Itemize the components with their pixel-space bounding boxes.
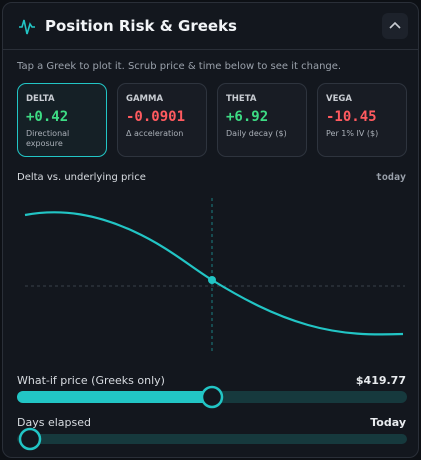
- greek-label: VEGA: [326, 94, 352, 104]
- greek-description: Daily decay ($): [226, 129, 287, 138]
- days-knob[interactable]: [18, 427, 42, 451]
- greek-card[interactable]: VEGA -10.45 Per 1% IV ($): [317, 83, 407, 157]
- greek-card[interactable]: GAMMA -0.0901 Δ acceleration: [117, 83, 207, 157]
- greek-description: Directional exposure: [26, 129, 70, 148]
- header: Position Risk & Greeks: [3, 3, 418, 50]
- plot: [17, 198, 407, 451]
- collapse-button[interactable]: [382, 13, 408, 39]
- slider-label: Days elapsed: [17, 416, 91, 429]
- slider-value: Today: [370, 416, 406, 429]
- title: Position Risk & Greeks: [45, 17, 237, 35]
- greek-value: +0.42: [26, 109, 69, 125]
- subtitle: Tap a Greek to plot it. Scrub price & ti…: [17, 61, 342, 72]
- days-track[interactable]: [17, 434, 407, 444]
- current-point: [208, 276, 216, 284]
- greek-label: DELTA: [26, 94, 55, 104]
- plot-title: Delta vs. underlying price: [17, 172, 146, 183]
- price-fill: [17, 391, 212, 403]
- greek-card[interactable]: THETA +6.92 Daily decay ($): [217, 83, 307, 157]
- greek-value: -0.0901: [126, 109, 186, 125]
- greek-description: Per 1% IV ($): [326, 129, 379, 138]
- delta-curve: [24, 211, 404, 336]
- greek-value: -10.45: [326, 109, 377, 125]
- plot-time: today: [375, 172, 406, 183]
- pulse-icon: [19, 19, 35, 35]
- slider-label: What-if price (Greeks only): [17, 374, 165, 387]
- slider-value: $419.77: [355, 374, 406, 387]
- greek-label: THETA: [226, 94, 257, 104]
- greek-card[interactable]: DELTA +0.42 Directional exposure: [17, 83, 107, 157]
- greek-label: GAMMA: [126, 94, 164, 104]
- price-knob[interactable]: [200, 385, 224, 409]
- greek-value: +6.92: [226, 109, 269, 125]
- greek-description: Δ acceleration: [126, 129, 184, 138]
